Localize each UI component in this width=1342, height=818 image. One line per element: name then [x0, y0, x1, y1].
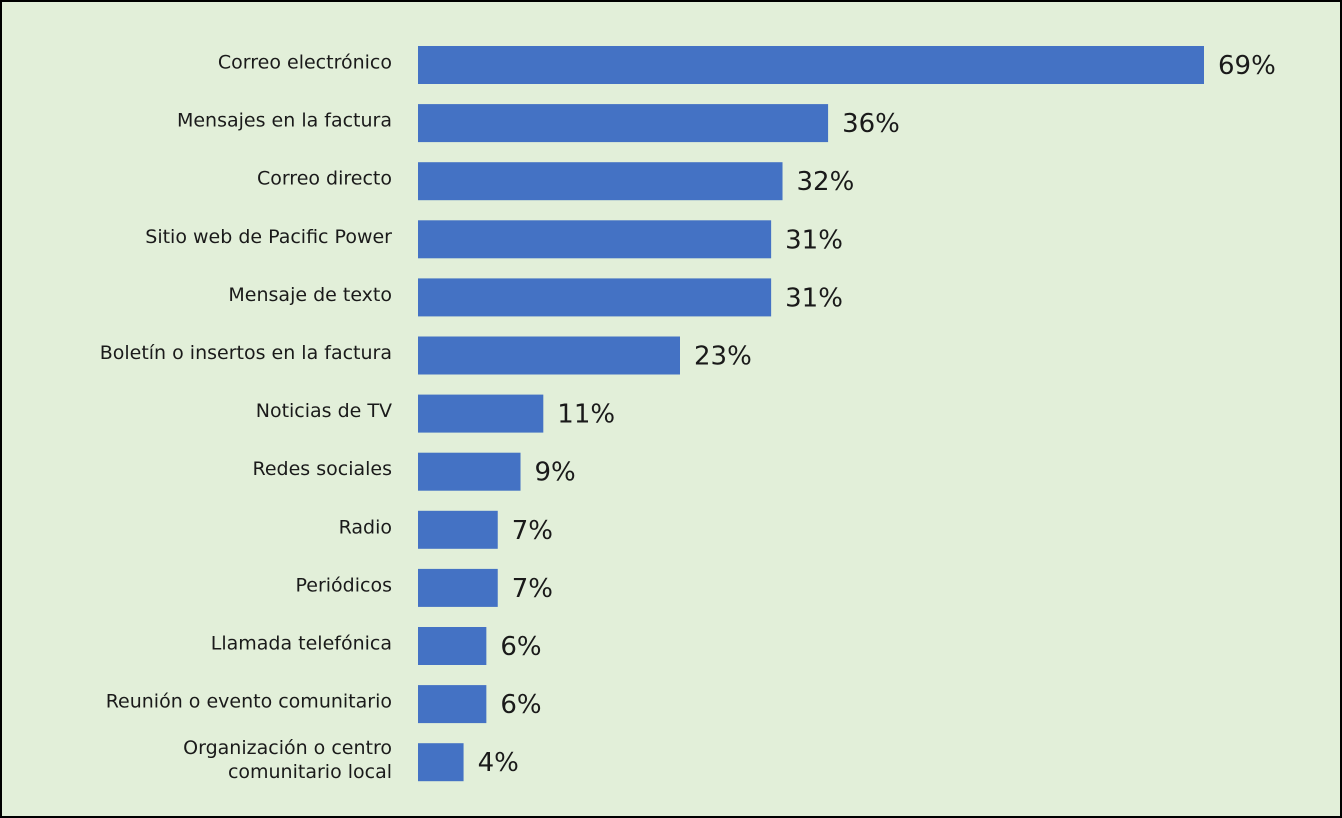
bar: [418, 685, 487, 724]
category-label: Boletín o insertos en la factura: [100, 342, 392, 364]
bar: [418, 510, 498, 549]
bar: [418, 394, 544, 433]
bar: [418, 162, 783, 201]
bar: [418, 568, 498, 607]
category-label: Mensaje de texto: [228, 284, 392, 306]
value-label: 32%: [797, 167, 855, 197]
category-label: Sitio web de Pacific Power: [145, 226, 392, 248]
bar: [418, 278, 772, 317]
value-label: 36%: [842, 109, 900, 139]
value-label: 6%: [500, 690, 541, 720]
category-label: Correo directo: [257, 168, 392, 190]
value-label: 69%: [1218, 51, 1276, 81]
value-label: 31%: [785, 283, 843, 313]
bar: [418, 627, 487, 665]
value-label: 7%: [512, 574, 553, 604]
category-label: Redes sociales: [253, 458, 393, 480]
category-label: Correo electrónico: [218, 52, 392, 74]
bar: [418, 104, 829, 143]
category-label: Organización o centro comunitario local: [183, 737, 392, 783]
value-label: 11%: [557, 400, 615, 430]
category-label: Reunión o evento comunitario: [106, 691, 392, 713]
bar: [418, 336, 680, 375]
value-label: 7%: [512, 516, 553, 546]
bar: [418, 220, 772, 259]
bar: [418, 452, 521, 491]
category-label: Mensajes en la factura: [177, 110, 392, 132]
value-label: 9%: [535, 458, 576, 488]
value-label: 6%: [500, 632, 541, 662]
category-label: Llamada telefónica: [211, 633, 392, 655]
category-label: Radio: [339, 516, 392, 538]
category-label: Noticias de TV: [256, 400, 392, 422]
bar: [418, 46, 1204, 84]
value-label: 31%: [785, 225, 843, 255]
value-label: 4%: [478, 748, 519, 778]
bar: [418, 743, 464, 782]
value-label: 23%: [694, 342, 752, 372]
category-label: Periódicos: [296, 574, 393, 596]
